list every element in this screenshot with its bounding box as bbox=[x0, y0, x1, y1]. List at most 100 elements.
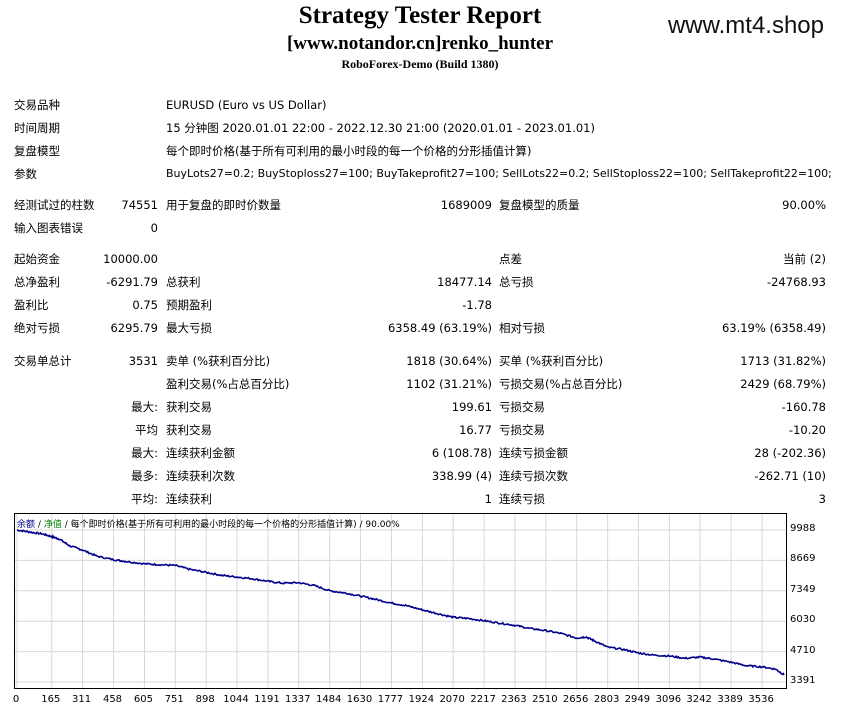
y-tick-label: 4710 bbox=[790, 644, 816, 656]
period-label: 时间周期 bbox=[14, 121, 60, 135]
max-consecutive-losses-label: 连续亏损金额 bbox=[499, 446, 568, 460]
x-tick-label: 3389 bbox=[717, 694, 743, 705]
largest-profit-label: 获利交易 bbox=[166, 400, 212, 414]
total-trades-label: 交易单总计 bbox=[14, 354, 72, 368]
x-tick-label: 2363 bbox=[501, 694, 527, 705]
y-tick-label: 7349 bbox=[790, 583, 816, 595]
absolute-drawdown-value: 6295.79 bbox=[110, 321, 158, 335]
x-tick-label: 751 bbox=[164, 694, 184, 705]
gross-loss-value: -24768.93 bbox=[766, 275, 826, 289]
quality-label: 复盘模型的质量 bbox=[499, 198, 580, 212]
net-profit-value: -6291.79 bbox=[106, 275, 158, 289]
gross-profit-value: 18477.14 bbox=[437, 275, 492, 289]
largest-profit-value: 199.61 bbox=[451, 400, 492, 414]
net-profit-label: 总净盈利 bbox=[14, 275, 60, 289]
largest-prefix: 最大: bbox=[131, 400, 158, 414]
average-consecutive-losses-label: 连续亏损 bbox=[499, 492, 545, 506]
max-consecutive-prefix: 最大: bbox=[131, 446, 158, 460]
average-prefix: 平均 bbox=[135, 423, 158, 437]
loss-trades-value: 2429 (68.79%) bbox=[740, 377, 826, 391]
gross-loss-label: 总亏损 bbox=[499, 275, 534, 289]
legend-separator-2: / bbox=[64, 520, 68, 530]
expert-name: [www.notandor.cn]renko_hunter bbox=[286, 33, 554, 54]
bars-value: 74551 bbox=[121, 198, 158, 212]
bars-label: 经测试过的柱数 bbox=[14, 198, 95, 212]
spread-value: 当前 (2) bbox=[783, 252, 826, 266]
x-tick-label: 2803 bbox=[593, 694, 620, 705]
relative-drawdown-label: 相对亏损 bbox=[499, 321, 545, 335]
x-tick-label: 3242 bbox=[686, 694, 712, 705]
y-tick-label: 3391 bbox=[790, 675, 816, 686]
long-positions-label: 买单 (%获利百分比) bbox=[499, 354, 604, 368]
x-tick-label: 2656 bbox=[562, 694, 589, 705]
x-tick-label: 0 bbox=[12, 694, 20, 705]
loss-trades-label: 亏损交易(%占总百分比) bbox=[499, 377, 623, 391]
maximal-drawdown-value: 6358.49 (63.19%) bbox=[387, 321, 492, 335]
y-tick-label: 8669 bbox=[790, 553, 816, 565]
x-tick-label: 2070 bbox=[439, 694, 465, 705]
x-tick-label: 1044 bbox=[223, 694, 249, 705]
x-tick-label: 2510 bbox=[532, 694, 558, 705]
spread-label: 点差 bbox=[499, 252, 522, 266]
symbol-value: EURUSD (Euro vs US Dollar) bbox=[166, 98, 327, 112]
average-profit-label: 获利交易 bbox=[166, 423, 212, 437]
max-consecutive-losses-value: 28 (-202.36) bbox=[754, 446, 826, 460]
model-label: 复盘模型 bbox=[14, 144, 60, 158]
long-positions-value: 1713 (31.82%) bbox=[740, 354, 826, 368]
x-tick-label: 165 bbox=[41, 694, 61, 705]
period-value: 15 分钟图 2020.01.01 22:00 - 2022.12.30 21:… bbox=[166, 121, 595, 135]
x-tick-label: 2217 bbox=[470, 694, 496, 705]
maximal-drawdown-label: 最大亏损 bbox=[166, 321, 212, 335]
average-consecutive-wins-label: 连续获利 bbox=[166, 492, 212, 506]
legend-model: 每个即时价格(基于所有可利用的最小时段的每一个价格的分形插值计算) / 90.0… bbox=[70, 520, 400, 530]
ticks-value: 1689009 bbox=[440, 198, 492, 212]
x-tick-label: 1484 bbox=[315, 694, 342, 705]
balance-chart-plot bbox=[15, 514, 786, 688]
average-consecutive-losses-value: 3 bbox=[818, 492, 826, 506]
largest-loss-value: -160.78 bbox=[781, 400, 826, 414]
params-label: 参数 bbox=[14, 167, 37, 181]
x-tick-label: 2949 bbox=[624, 694, 651, 705]
ticks-label: 用于复盘的即时价数量 bbox=[166, 198, 281, 212]
maximal-prefix: 最多: bbox=[131, 469, 158, 483]
profit-trades-value: 1102 (31.21%) bbox=[406, 377, 492, 391]
maximal-losses-label: 连续亏损次数 bbox=[499, 469, 568, 483]
y-tick-label: 9988 bbox=[790, 523, 816, 534]
x-tick-label: 1777 bbox=[377, 694, 404, 705]
average-loss-label: 亏损交易 bbox=[499, 423, 545, 437]
total-trades-value: 3531 bbox=[128, 354, 158, 368]
x-tick-label: 1924 bbox=[408, 694, 435, 705]
y-tick-label: 6030 bbox=[790, 614, 816, 626]
model-value: 每个即时价格(基于所有可利用的最小时段的每一个价格的分形插值计算) bbox=[166, 144, 532, 158]
profit-factor-value: 0.75 bbox=[132, 298, 158, 312]
quality-value: 90.00% bbox=[782, 198, 826, 212]
average-consecutive-wins-value: 1 bbox=[484, 492, 492, 506]
params-value: BuyLots27=0.2; BuyStoploss27=100; BuyTak… bbox=[166, 167, 832, 180]
chart-legend: 余额 / 净值 / 每个即时价格(基于所有可利用的最小时段的每一个价格的分形插值… bbox=[17, 517, 400, 530]
x-tick-label: 1191 bbox=[254, 694, 280, 705]
deposit-label: 起始资金 bbox=[14, 252, 60, 266]
absolute-drawdown-label: 绝对亏损 bbox=[14, 321, 60, 335]
server-build: RoboForex-Demo (Build 1380) bbox=[341, 57, 499, 71]
x-tick-label: 458 bbox=[102, 694, 123, 705]
errors-value: 0 bbox=[150, 221, 158, 235]
average-profit-value: 16.77 bbox=[459, 423, 492, 437]
errors-label: 输入图表错误 bbox=[14, 221, 83, 235]
average-consecutive-prefix: 平均: bbox=[131, 492, 158, 506]
legend-equity: 净值 bbox=[43, 520, 62, 530]
profit-trades-label: 盈利交易(%占总百分比) bbox=[166, 377, 290, 391]
largest-loss-label: 亏损交易 bbox=[499, 400, 545, 414]
expected-payoff-label: 预期盈利 bbox=[166, 298, 212, 312]
legend-balance: 余额 bbox=[17, 520, 36, 530]
maximal-losses-value: -262.71 (10) bbox=[754, 469, 826, 483]
balance-line bbox=[17, 529, 785, 676]
x-tick-label: 898 bbox=[195, 694, 215, 705]
max-consecutive-wins-value: 6 (108.78) bbox=[431, 446, 492, 460]
x-tick-label: 311 bbox=[71, 694, 92, 705]
relative-drawdown-value: 63.19% (6358.49) bbox=[721, 321, 826, 335]
x-tick-label: 1337 bbox=[284, 694, 311, 705]
gross-profit-label: 总获利 bbox=[166, 275, 201, 289]
balance-chart bbox=[14, 513, 787, 689]
x-tick-label: 605 bbox=[133, 694, 154, 705]
maximal-wins-value: 338.99 (4) bbox=[431, 469, 492, 483]
